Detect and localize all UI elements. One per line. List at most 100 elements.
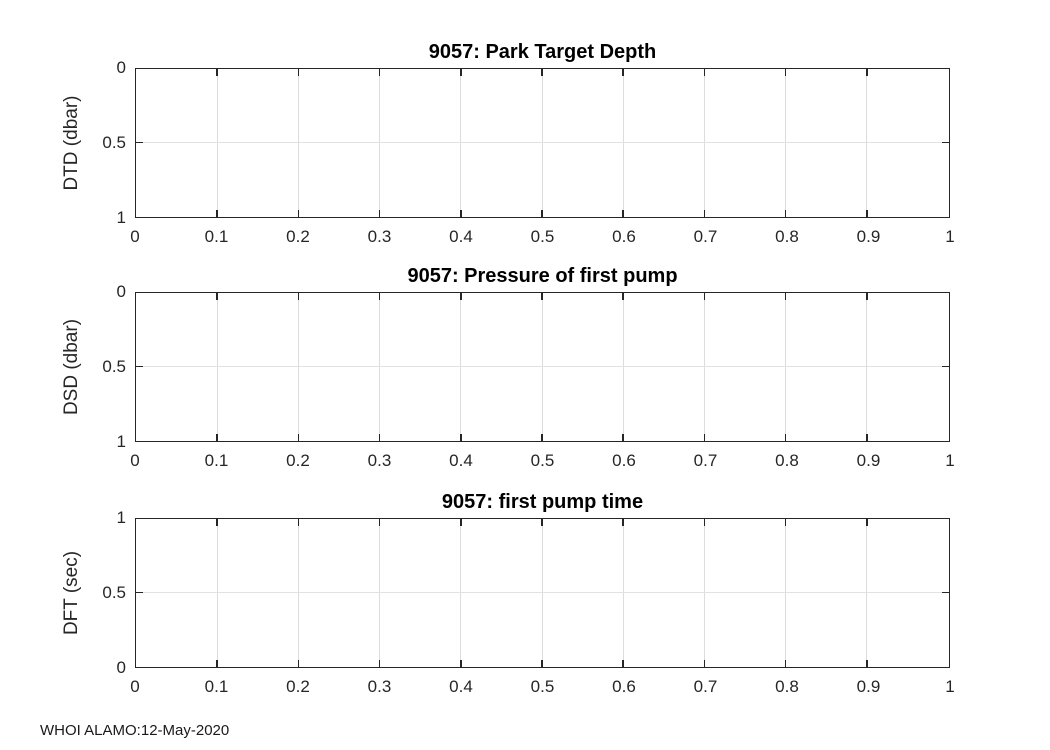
x-tick-label: 0.9: [856, 677, 881, 696]
x-gridline: [622, 519, 624, 667]
x-tick-label: 1: [945, 677, 955, 696]
x-tick-mark: [866, 660, 868, 667]
y-tick-label: 0.5: [102, 133, 126, 152]
x-tick-mark: [297, 293, 300, 300]
x-tick-label: 0.8: [775, 677, 799, 696]
y-tick-label: 0: [116, 58, 126, 77]
x-gridline: [541, 69, 543, 217]
x-tick-mark: [784, 293, 787, 300]
x-tick-mark: [378, 293, 381, 300]
y-tick-label: 0: [116, 282, 126, 301]
x-gridline: [785, 69, 787, 217]
x-tick-mark: [541, 293, 543, 300]
x-tick-label: 0.2: [286, 677, 310, 696]
x-gridline: [460, 519, 462, 667]
x-gridline: [622, 293, 624, 441]
x-gridline: [541, 519, 543, 667]
x-tick-label: 0.5: [530, 677, 555, 696]
x-tick-mark: [622, 519, 624, 526]
x-tick-label: 0.5: [530, 227, 555, 246]
x-tick-mark: [378, 519, 381, 526]
x-tick-label: 0.9: [856, 451, 881, 470]
y-tick-label: 0.5: [102, 357, 126, 376]
x-tick-mark: [541, 210, 543, 217]
x-gridline: [703, 69, 705, 217]
x-tick-label: 0.3: [367, 227, 392, 246]
x-gridline: [541, 293, 543, 441]
x-tick-mark: [866, 434, 868, 441]
x-gridline: [460, 69, 462, 217]
x-tick-label: 0.8: [775, 451, 799, 470]
subplot-park-target-depth: 9057: Park Target Depth DTD (dbar) 0 0.1 0…: [0, 40, 1050, 270]
x-tick-label: 0.4: [449, 451, 473, 470]
y-gridline: [136, 142, 949, 143]
x-gridline: [703, 519, 705, 667]
y-tick-label: 0: [116, 658, 126, 677]
x-tick-mark: [378, 660, 381, 667]
x-tick-mark: [784, 660, 787, 667]
x-tick-mark: [378, 434, 381, 441]
x-tick-label: 0.2: [286, 451, 310, 470]
x-tick-mark: [784, 519, 787, 526]
x-gridline: [460, 293, 462, 441]
x-tick-mark: [460, 293, 462, 300]
x-tick-label: 0: [130, 227, 140, 246]
x-gridline: [703, 293, 705, 441]
x-tick-label: 0.4: [449, 227, 473, 246]
x-tick-mark: [703, 434, 706, 441]
x-tick-label: 0.6: [612, 451, 636, 470]
axes-box: [135, 68, 950, 218]
x-tick-mark: [216, 293, 218, 300]
x-tick-label: 0.7: [693, 227, 718, 246]
x-tick-label: 0.3: [367, 677, 392, 696]
x-tick-mark: [297, 210, 300, 217]
x-tick-mark: [216, 660, 218, 667]
x-tick-mark: [541, 69, 543, 76]
x-tick-mark: [784, 434, 787, 441]
x-gridline: [379, 293, 381, 441]
x-tick-mark: [703, 519, 706, 526]
x-tick-mark: [297, 519, 300, 526]
y-gridline: [136, 366, 949, 367]
x-tick-mark: [460, 660, 462, 667]
x-tick-label: 0.1: [204, 677, 229, 696]
x-tick-mark: [460, 519, 462, 526]
plot-title: 9057: first pump time: [441, 491, 644, 513]
x-tick-label: 0.9: [856, 227, 881, 246]
x-tick-label: 0: [130, 677, 140, 696]
x-tick-mark: [703, 210, 706, 217]
x-gridline: [297, 293, 299, 441]
x-gridline: [866, 519, 868, 667]
x-tick-mark: [866, 519, 868, 526]
y-tick-mark: [942, 141, 949, 144]
x-gridline: [866, 293, 868, 441]
x-tick-label: 0.5: [530, 451, 555, 470]
x-tick-label: 0.3: [367, 451, 392, 470]
y-gridline: [136, 592, 949, 593]
y-tick-label: 1: [116, 432, 126, 451]
x-tick-mark: [297, 69, 300, 76]
axes-box: [135, 292, 950, 442]
x-tick-label: 1: [945, 451, 955, 470]
x-tick-mark: [703, 69, 706, 76]
x-tick-mark: [866, 69, 868, 76]
x-tick-label: 0.6: [612, 227, 636, 246]
x-tick-mark: [703, 293, 706, 300]
x-gridline: [622, 69, 624, 217]
x-tick-mark: [866, 293, 868, 300]
x-tick-label: 0: [130, 451, 140, 470]
x-gridline: [379, 519, 381, 667]
y-tick-label: 1: [116, 208, 126, 227]
y-tick-label: 0.5: [102, 583, 126, 602]
x-tick-mark: [622, 69, 624, 76]
x-tick-mark: [378, 210, 381, 217]
x-tick-label: 0.1: [204, 227, 229, 246]
x-tick-label: 0.6: [612, 677, 636, 696]
axes-box: [135, 518, 950, 668]
x-tick-mark: [784, 69, 787, 76]
x-gridline: [297, 519, 299, 667]
x-gridline: [216, 69, 218, 217]
x-gridline: [785, 519, 787, 667]
x-tick-mark: [622, 210, 624, 217]
x-tick-mark: [622, 434, 624, 441]
